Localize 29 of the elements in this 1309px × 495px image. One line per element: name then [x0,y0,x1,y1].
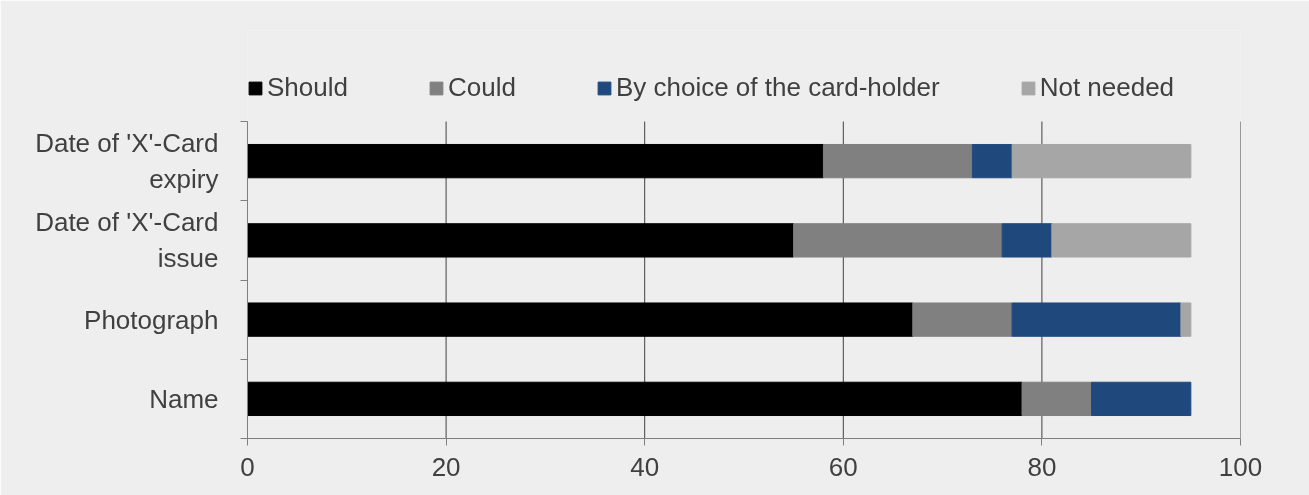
bar [247,381,1023,417]
bar [1091,381,1192,417]
bar [912,302,1013,337]
bar [247,143,824,179]
x-tick-label: 60 [828,451,858,482]
bar [247,223,795,258]
bar [1051,223,1192,258]
y-tick-label: Date of 'X'-Card expiry [35,128,219,195]
legend-label: Could [447,72,516,103]
bar [1011,302,1182,337]
legend-label: Should [267,72,348,103]
bar [822,143,973,179]
x-tick-label: 20 [431,451,461,482]
bar [971,143,1013,179]
legend-label: Not needed [1039,72,1175,103]
y-tick-label: Name [149,383,219,414]
y-tick-label: Photograph [84,304,219,335]
bar [1021,381,1093,417]
x-tick-label: 100 [1218,451,1263,482]
x-tick-label: 0 [240,451,255,482]
x-tick-label: 80 [1027,451,1057,482]
x-tick-label: 40 [630,451,660,482]
legend-label: By choice of the card-holder [615,72,940,103]
bar [247,302,914,337]
bar [793,223,1003,258]
bar [1001,223,1053,258]
bar [1011,143,1192,179]
bar [1180,302,1192,337]
y-tick-label: Date of 'X'-Card issue [35,207,219,274]
